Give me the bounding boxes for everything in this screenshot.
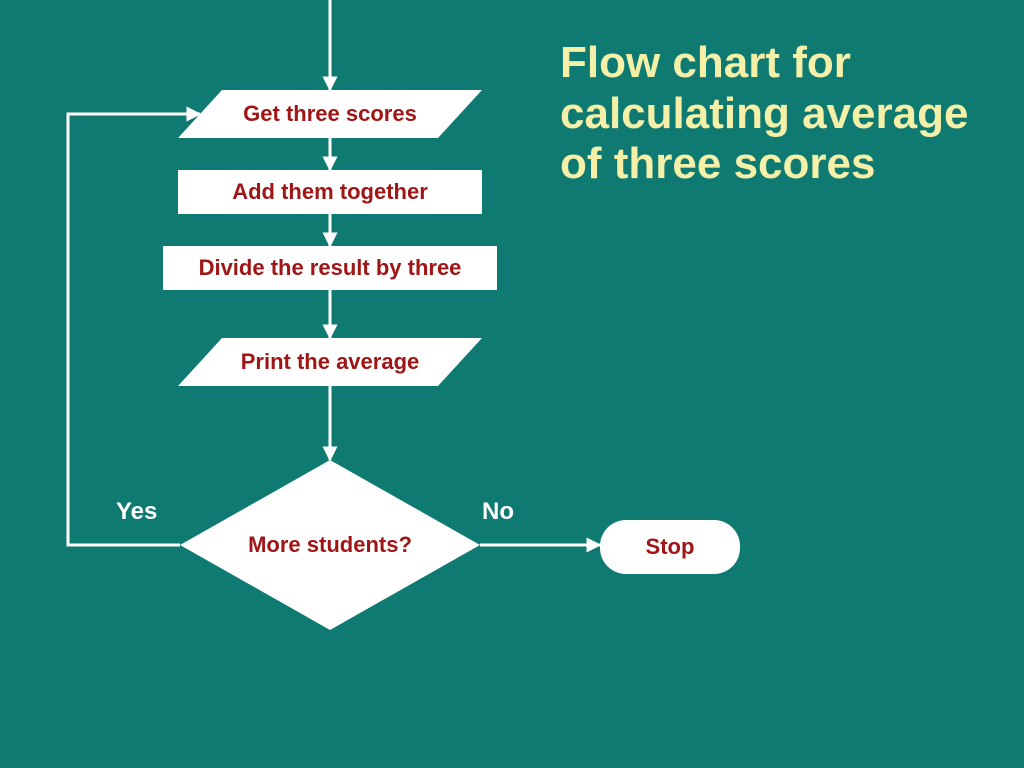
node-more: More students?: [180, 460, 480, 630]
edge-label-no: No: [482, 498, 514, 526]
node-add: Add them together: [178, 170, 482, 214]
node-div: Divide the result by three: [163, 246, 497, 290]
node-print: Print the average: [200, 338, 460, 386]
node-get: Get three scores: [200, 90, 460, 138]
node-stop: Stop: [600, 520, 740, 574]
flowchart-canvas: Flow chart for calculating average of th…: [0, 0, 1024, 768]
edge-label-yes: Yes: [116, 498, 157, 526]
chart-title: Flow chart for calculating average of th…: [560, 38, 990, 190]
